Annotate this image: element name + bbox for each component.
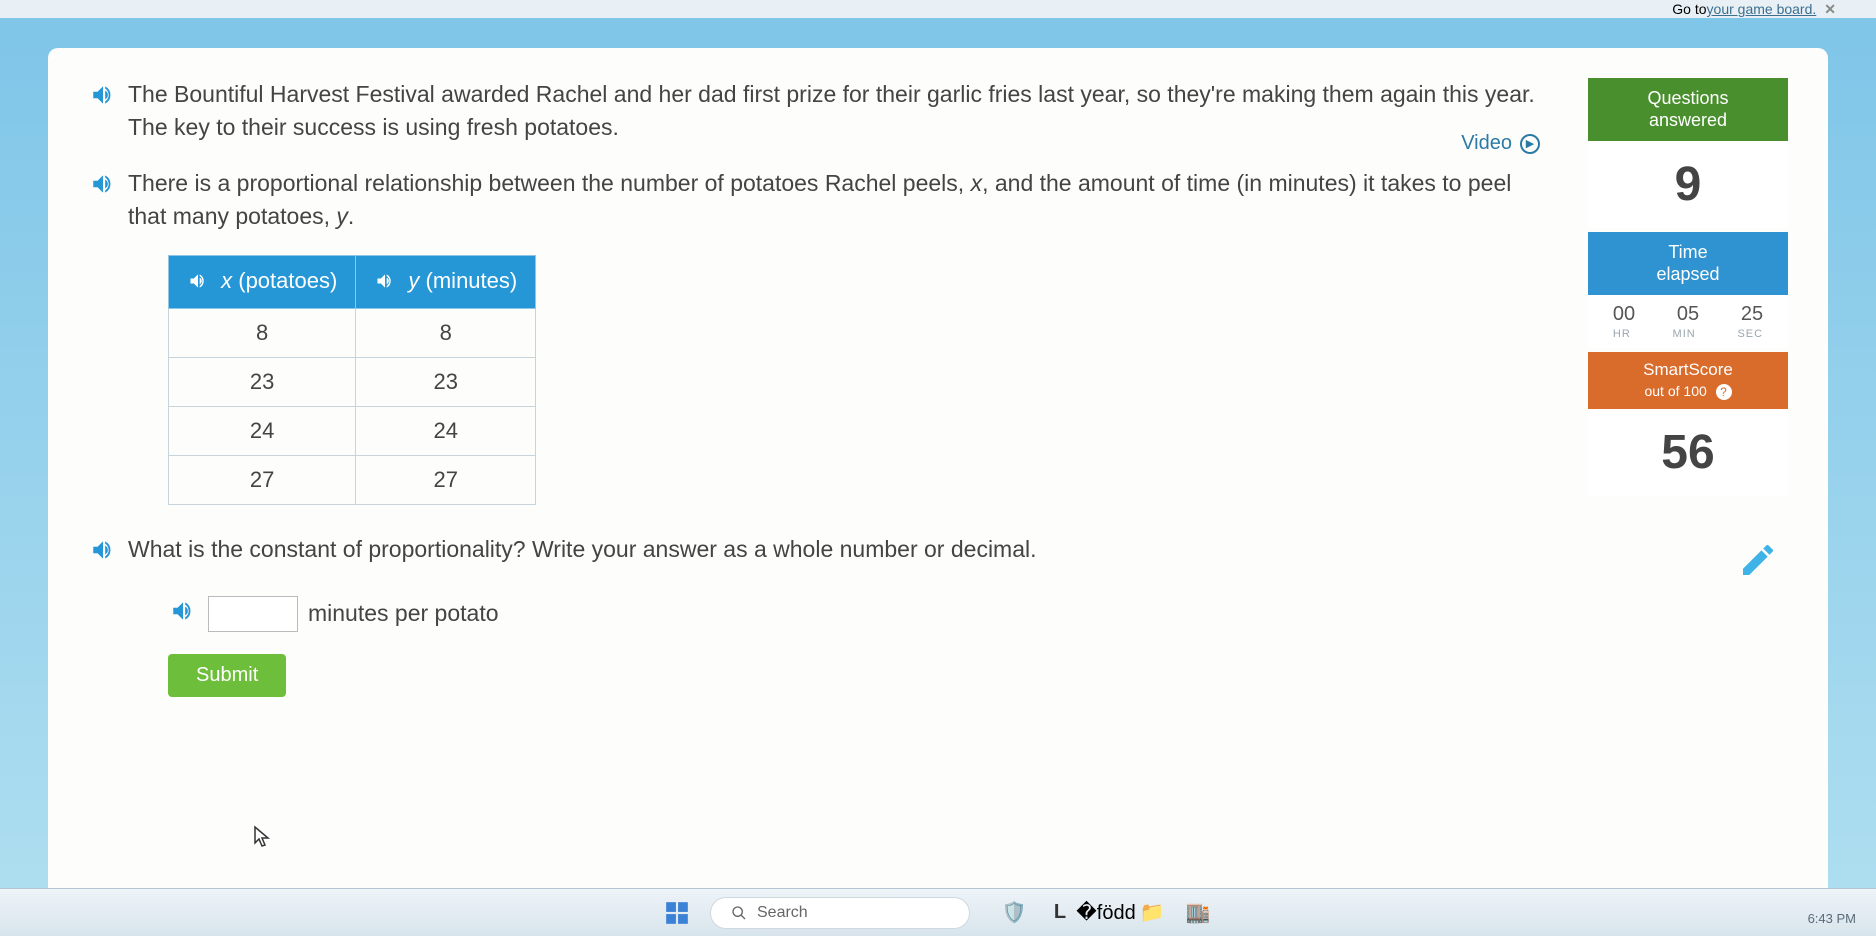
taskbar-search-label: Search	[757, 904, 808, 922]
table-row: 2323	[169, 358, 536, 407]
paragraph-2-text: There is a proportional relationship bet…	[128, 167, 1548, 234]
col-header-x: x (potatoes)	[169, 256, 356, 309]
question-card: The Bountiful Harvest Festival awarded R…	[48, 48, 1828, 936]
time-hr: 00	[1613, 303, 1635, 326]
play-icon: ▶	[1520, 134, 1540, 154]
time-title: Time elapsed	[1588, 232, 1788, 295]
cursor-icon	[253, 825, 273, 858]
taskbar-icons: 🛡️ L �född 📁 🏬	[1000, 899, 1212, 927]
taskbar-search[interactable]: Search	[710, 897, 970, 929]
speaker-icon[interactable]	[374, 268, 396, 300]
time-min-label: MIN	[1673, 328, 1696, 340]
time-hr-label: HR	[1613, 328, 1631, 340]
video-link[interactable]: Video ▶	[1461, 132, 1540, 155]
time-sec: 25	[1741, 303, 1763, 326]
answer-input[interactable]	[208, 596, 298, 632]
start-icon[interactable]	[664, 900, 690, 926]
paragraph-3-text: What is the constant of proportionality?…	[128, 533, 1037, 566]
game-board-link[interactable]: your game board.	[1707, 1, 1817, 17]
content-column: The Bountiful Harvest Festival awarded R…	[88, 78, 1588, 906]
speaker-icon[interactable]	[88, 82, 118, 117]
smartscore-title: SmartScore out of 100 ?	[1588, 352, 1788, 409]
table-row: 2424	[169, 407, 536, 456]
speaker-icon[interactable]	[88, 171, 118, 206]
smartscore-widget: SmartScore out of 100 ? 56	[1588, 352, 1788, 496]
paragraph-3: What is the constant of proportionality?…	[88, 533, 1548, 572]
questions-count: 9	[1588, 141, 1788, 228]
questions-title: Questions answered	[1588, 78, 1788, 141]
taskbar-app-icon[interactable]: 🏬	[1184, 899, 1212, 927]
taskbar-app-icon[interactable]: 🛡️	[1000, 899, 1028, 927]
smartscore-value: 56	[1588, 409, 1788, 496]
paragraph-1-text: The Bountiful Harvest Festival awarded R…	[128, 78, 1548, 145]
time-widget: Time elapsed 00 05 25 HR MIN SEC	[1588, 232, 1788, 348]
questions-widget: Questions answered 9	[1588, 78, 1788, 228]
speaker-icon[interactable]	[88, 537, 118, 572]
sidebar: Questions answered 9 Time elapsed 00 05 …	[1588, 78, 1788, 906]
taskbar: Search 🛡️ L �född 📁 🏬 6:43 PM	[0, 888, 1876, 936]
answer-unit: minutes per potato	[308, 597, 499, 630]
time-min: 05	[1677, 303, 1699, 326]
data-table: x (potatoes) y (minutes) 88 2323 2424 27…	[168, 255, 536, 504]
submit-button[interactable]: Submit	[168, 654, 286, 697]
time-sec-label: SEC	[1737, 328, 1763, 340]
taskbar-app-icon[interactable]: 📁	[1138, 899, 1166, 927]
paragraph-2: There is a proportional relationship bet…	[88, 167, 1548, 234]
col-header-y: y (minutes)	[356, 256, 536, 309]
table-row: 2727	[169, 455, 536, 504]
help-icon[interactable]: ?	[1716, 384, 1732, 400]
taskbar-app-icon[interactable]: L	[1046, 899, 1074, 927]
taskbar-app-icon[interactable]: �född	[1092, 899, 1120, 927]
topbar-prefix: Go to	[1672, 1, 1706, 17]
close-icon[interactable]: ✕	[1824, 1, 1836, 18]
scratchpad-icon[interactable]	[1588, 540, 1788, 590]
taskbar-clock[interactable]: 6:43 PM	[1808, 911, 1856, 926]
answer-row: minutes per potato	[168, 594, 1548, 633]
paragraph-1: The Bountiful Harvest Festival awarded R…	[88, 78, 1548, 145]
table-row: 88	[169, 309, 536, 358]
speaker-icon[interactable]	[168, 598, 198, 633]
browser-info-bar: Go to your game board. ✕	[0, 0, 1876, 18]
speaker-icon[interactable]	[187, 268, 209, 300]
